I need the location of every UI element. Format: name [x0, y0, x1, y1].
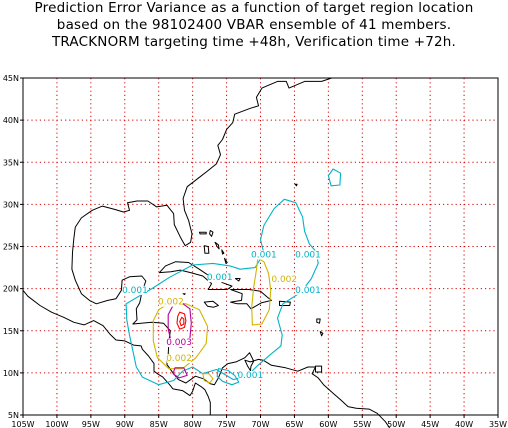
lon-tick-label: 105W: [11, 420, 34, 428]
coast-north-america: [71, 77, 332, 385]
lat-tick-label: 5N: [8, 411, 19, 420]
contour-0-004-inner: [179, 316, 185, 327]
coast-cayman: [182, 293, 186, 295]
coast-inagua: [234, 278, 241, 282]
lat-tick-label: 25N: [3, 243, 19, 252]
lat-tick-label: 35N: [3, 158, 19, 167]
contour-label-bg: [296, 250, 320, 260]
contour-0-004-outer: [176, 311, 187, 330]
lon-tick-label: 100W: [45, 420, 68, 428]
contour-label-bg: [158, 297, 183, 307]
coast-bermuda: [294, 183, 298, 187]
contour-label-bg: [207, 273, 232, 283]
coastlines: [22, 77, 391, 428]
lon-tick-label: 80W: [184, 420, 202, 428]
contour-label-bg: [296, 285, 320, 295]
coast-grand-bahama: [198, 231, 207, 235]
contour-0-002-south: [202, 373, 214, 384]
contour-label: 0.002: [271, 275, 297, 285]
lat-tick-label: 15N: [3, 327, 19, 336]
contour-label: 0.001: [122, 286, 148, 296]
lon-tick-label: 65W: [285, 420, 303, 428]
contour-label: 0.002: [158, 298, 184, 308]
lat-tick-label: 30N: [3, 200, 19, 209]
contour-0-001-nw-loop: [327, 168, 342, 187]
contour-0-003-south: [172, 367, 188, 379]
lon-tick-label: 55W: [353, 420, 371, 428]
lon-tick-label: 50W: [387, 420, 405, 428]
contour-label-bg: [167, 338, 192, 348]
contour-label-bg: [167, 354, 192, 364]
lon-tick-label: 75W: [218, 420, 236, 428]
lon-tick-label: 85W: [150, 420, 168, 428]
title-line-3: TRACKNORM targeting time +48h, Verificat…: [51, 34, 457, 50]
lon-tick-label: 95W: [82, 420, 100, 428]
coast-hispaniola: [230, 289, 272, 310]
coast-jamaica: [203, 300, 219, 308]
coast-cuba: [158, 261, 233, 290]
contour-0-001-main: [125, 198, 319, 386]
contour-label: 0.001: [207, 273, 233, 283]
contour-0-002-east: [251, 257, 272, 326]
coast-eleuthera: [214, 241, 220, 250]
coast-guadeloupe: [316, 318, 321, 324]
contour-0-001-south-lobe: [216, 368, 240, 386]
axis-ticks: 105W 100W 95W 90W 85W 80W 75W 70W 65W 60W 55W 50W 45…: [3, 74, 507, 428]
contours: [125, 168, 342, 386]
contour-label-bg: [251, 250, 276, 260]
coast-martinique: [319, 331, 324, 337]
lat-tick-label: 20N: [3, 285, 19, 294]
contour-label: 0.001: [237, 371, 263, 381]
title-line-2: based on the 98102400 VBAR ensemble of 4…: [56, 17, 452, 33]
coast-long-island: [224, 257, 228, 264]
coast-andros: [203, 245, 210, 254]
contour-label: 0.001: [295, 286, 321, 296]
coast-cat-island: [221, 249, 225, 255]
lat-tick-label: 40N: [3, 116, 19, 125]
lon-tick-label: 45W: [421, 420, 439, 428]
contour-label: 0.001: [295, 250, 321, 260]
lon-tick-label: 40W: [455, 420, 473, 428]
coast-pacific: [22, 289, 211, 415]
contour-label-bg: [238, 370, 263, 380]
contour-label: 0.003: [166, 338, 192, 348]
lon-tick-label: 35W: [489, 420, 507, 428]
coast-south-america: [210, 352, 391, 428]
lat-tick-label: 10N: [3, 369, 19, 378]
lon-tick-label: 60W: [319, 420, 337, 428]
title-line-1: Prediction Error Variance as a function …: [34, 0, 474, 16]
contour-label-bg: [122, 285, 147, 295]
lon-tick-label: 70W: [251, 420, 269, 428]
grid-lines: [23, 78, 498, 415]
lat-tick-label: 45N: [3, 74, 19, 83]
contour-label-bg: [272, 274, 297, 284]
coast-trinidad: [315, 365, 323, 373]
coast-abaco: [209, 230, 214, 237]
contour-0-002-main: [152, 301, 209, 370]
contour-label: 0.001: [251, 250, 277, 260]
contour-label: 0.002: [166, 354, 192, 364]
lon-tick-label: 90W: [116, 420, 134, 428]
